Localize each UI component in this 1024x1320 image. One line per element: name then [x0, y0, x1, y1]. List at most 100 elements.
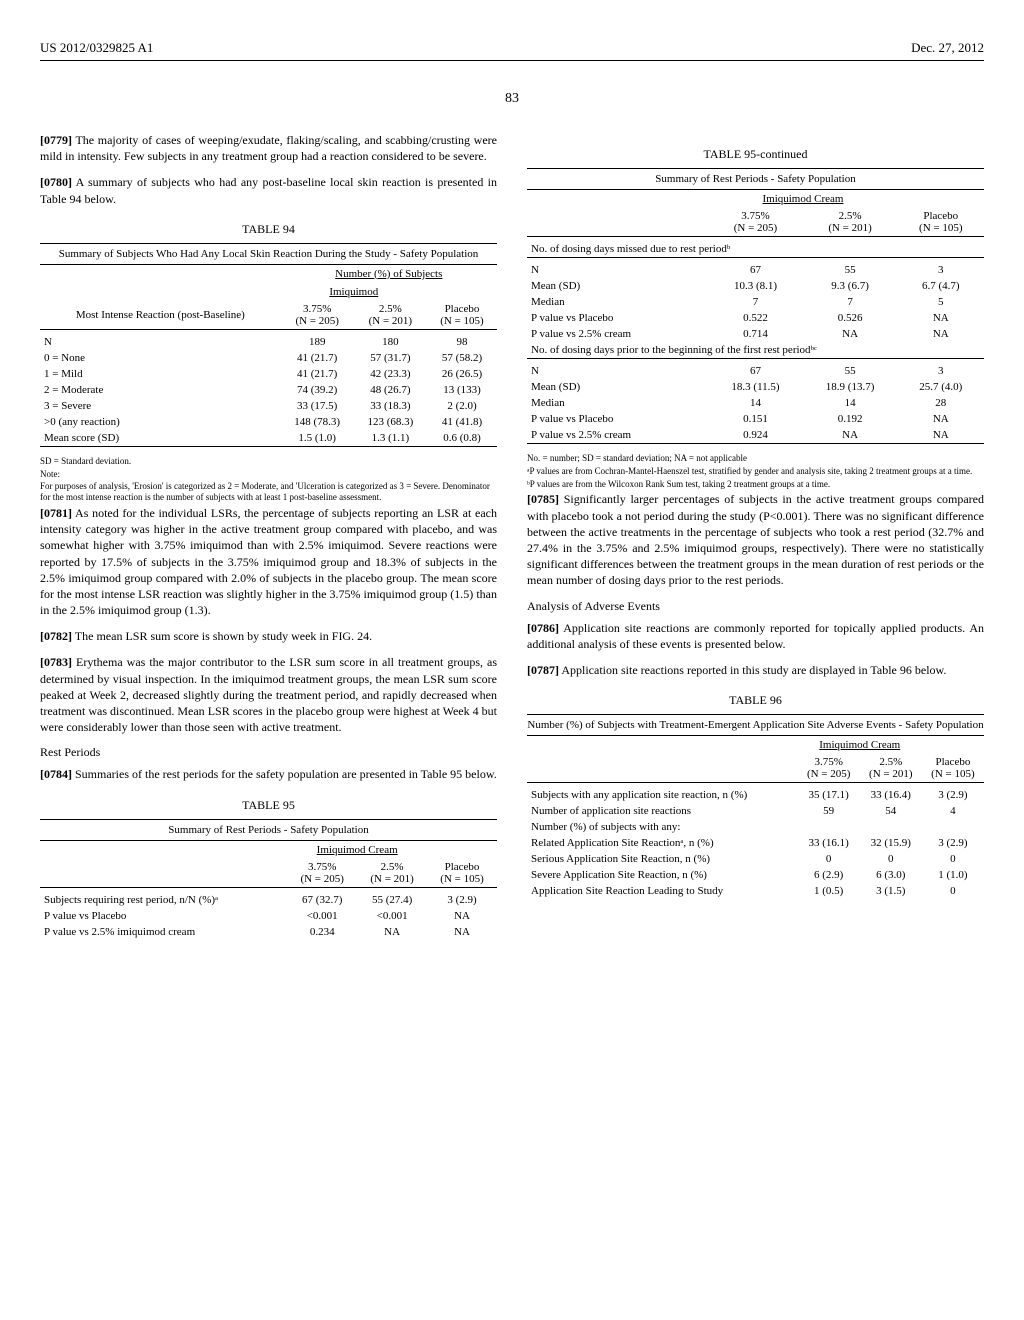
col-header-n: (N = 201)	[369, 315, 412, 327]
cell: 25.7 (4.0)	[898, 379, 984, 395]
row-label: Severe Application Site Reaction, n (%)	[527, 867, 798, 883]
row-label: P value vs 2.5% cream	[527, 326, 708, 342]
cell: 1.5 (1.0)	[281, 430, 354, 447]
row-label: Mean (SD)	[527, 379, 708, 395]
paragraph: [0781] As noted for the individual LSRs,…	[40, 505, 497, 618]
cell: 148 (78.3)	[281, 414, 354, 430]
col-header-n: (N = 205)	[734, 222, 777, 234]
cell: 57 (58.2)	[427, 350, 497, 366]
paragraph: [0782] The mean LSR sum score is shown b…	[40, 628, 497, 644]
row-label: Application Site Reaction Leading to Stu…	[527, 883, 798, 899]
cell: 6.7 (4.7)	[898, 278, 984, 294]
table-row: Mean (SD)18.3 (11.5)18.9 (13.7)25.7 (4.0…	[527, 379, 984, 395]
paragraph-text: The mean LSR sum score is shown by study…	[75, 629, 372, 643]
table-footnote: Note:	[40, 469, 497, 480]
cell: 98	[427, 334, 497, 350]
table-caption: Summary of Rest Periods - Safety Populat…	[527, 169, 984, 190]
col-header: 3.75%	[741, 210, 769, 222]
cell: 14	[803, 395, 898, 411]
cell: 55 (27.4)	[357, 892, 427, 908]
cell: 5	[898, 294, 984, 310]
right-column: TABLE 95-continued Summary of Rest Perio…	[527, 132, 984, 945]
cell: 1 (0.5)	[798, 883, 860, 899]
cell: 26 (26.5)	[427, 366, 497, 382]
cell: 123 (68.3)	[354, 414, 427, 430]
cell: 32 (15.9)	[860, 835, 922, 851]
cell: 48 (26.7)	[354, 382, 427, 398]
cell: 0	[860, 851, 922, 867]
col-group: Number (%) of Subjects	[281, 264, 497, 283]
row-label: N	[40, 334, 281, 350]
col-header: Placebo	[445, 861, 480, 873]
table-caption: Number (%) of Subjects with Treatment-Em…	[527, 715, 984, 736]
row-label: Mean score (SD)	[40, 430, 281, 447]
cell: 0.151	[708, 411, 802, 427]
col-group: Imiquimod	[281, 283, 427, 301]
cell: 3 (1.5)	[860, 883, 922, 899]
table-row: P value vs Placebo<0.001<0.001NA	[40, 908, 497, 924]
col-header-n: (N = 105)	[931, 768, 974, 780]
cell: 0	[798, 851, 860, 867]
cell: 18.3 (11.5)	[708, 379, 802, 395]
paragraph-text: A summary of subjects who had any post-b…	[40, 175, 497, 205]
row-label: N	[527, 363, 708, 379]
table-footnote: For purposes of analysis, 'Erosion' is c…	[40, 481, 497, 503]
cell: <0.001	[357, 908, 427, 924]
table-caption: Summary of Subjects Who Had Any Local Sk…	[40, 243, 497, 264]
row-label: 1 = Mild	[40, 366, 281, 382]
row-label: Median	[527, 395, 708, 411]
cell	[798, 819, 860, 835]
page-header: US 2012/0329825 A1 Dec. 27, 2012	[40, 40, 984, 56]
row-label: 2 = Moderate	[40, 382, 281, 398]
table-row: P value vs 2.5% cream0.924NANA	[527, 427, 984, 444]
cell: 1 (1.0)	[922, 867, 984, 883]
table-footnote: SD = Standard deviation.	[40, 456, 497, 467]
cell: NA	[898, 411, 984, 427]
table-footnote: No. = number; SD = standard deviation; N…	[527, 453, 984, 464]
table-row: Related Application Site Reactionᵃ, n (%…	[527, 835, 984, 851]
paragraph: [0787] Application site reactions report…	[527, 662, 984, 678]
cell: <0.001	[287, 908, 357, 924]
cell: 33 (17.5)	[281, 398, 354, 414]
row-label: P value vs 2.5% imiquimod cream	[40, 924, 287, 940]
cell: 189	[281, 334, 354, 350]
section-label: No. of dosing days prior to the beginnin…	[527, 342, 984, 359]
table-95: Summary of Rest Periods - Safety Populat…	[40, 819, 497, 940]
paragraph: [0783] Erythema was the major contributo…	[40, 654, 497, 735]
cell: 7	[708, 294, 802, 310]
row-label: Number of application site reactions	[527, 803, 798, 819]
table-row: P value vs Placebo0.1510.192NA	[527, 411, 984, 427]
table-row: Median141428	[527, 395, 984, 411]
cell: NA	[427, 908, 497, 924]
cell: 67	[708, 363, 802, 379]
header-rule	[40, 60, 984, 61]
paragraph-number: [0787]	[527, 663, 559, 677]
cell: 41 (41.8)	[427, 414, 497, 430]
section-heading: Rest Periods	[40, 745, 497, 760]
paragraph-number: [0781]	[40, 506, 72, 520]
col-header: 3.75%	[303, 303, 331, 315]
row-label: P value vs Placebo	[527, 411, 708, 427]
cell: 7	[803, 294, 898, 310]
row-label: P value vs 2.5% cream	[527, 427, 708, 444]
paragraph-text: Application site reactions reported in t…	[561, 663, 946, 677]
cell	[860, 819, 922, 835]
cell: 3 (2.9)	[922, 835, 984, 851]
table-row: Median775	[527, 294, 984, 310]
cell: 10.3 (8.1)	[708, 278, 802, 294]
cell: 0.526	[803, 310, 898, 326]
table-94: Summary of Subjects Who Had Any Local Sk…	[40, 243, 497, 451]
col-header-n: (N = 105)	[440, 315, 483, 327]
table-row: P value vs 2.5% imiquimod cream0.234NANA	[40, 924, 497, 940]
table-row: 0 = None41 (21.7)57 (31.7)57 (58.2)	[40, 350, 497, 366]
paragraph-number: [0779]	[40, 133, 72, 147]
table-label: TABLE 94	[40, 222, 497, 237]
cell: NA	[898, 310, 984, 326]
publication-number: US 2012/0329825 A1	[40, 40, 153, 56]
cell: 1.3 (1.1)	[354, 430, 427, 447]
cell: 41 (21.7)	[281, 366, 354, 382]
row-label-header: Most Intense Reaction (post-Baseline)	[40, 301, 281, 330]
cell: 41 (21.7)	[281, 350, 354, 366]
col-header-n: (N = 205)	[807, 768, 850, 780]
col-header-n: (N = 105)	[919, 222, 962, 234]
